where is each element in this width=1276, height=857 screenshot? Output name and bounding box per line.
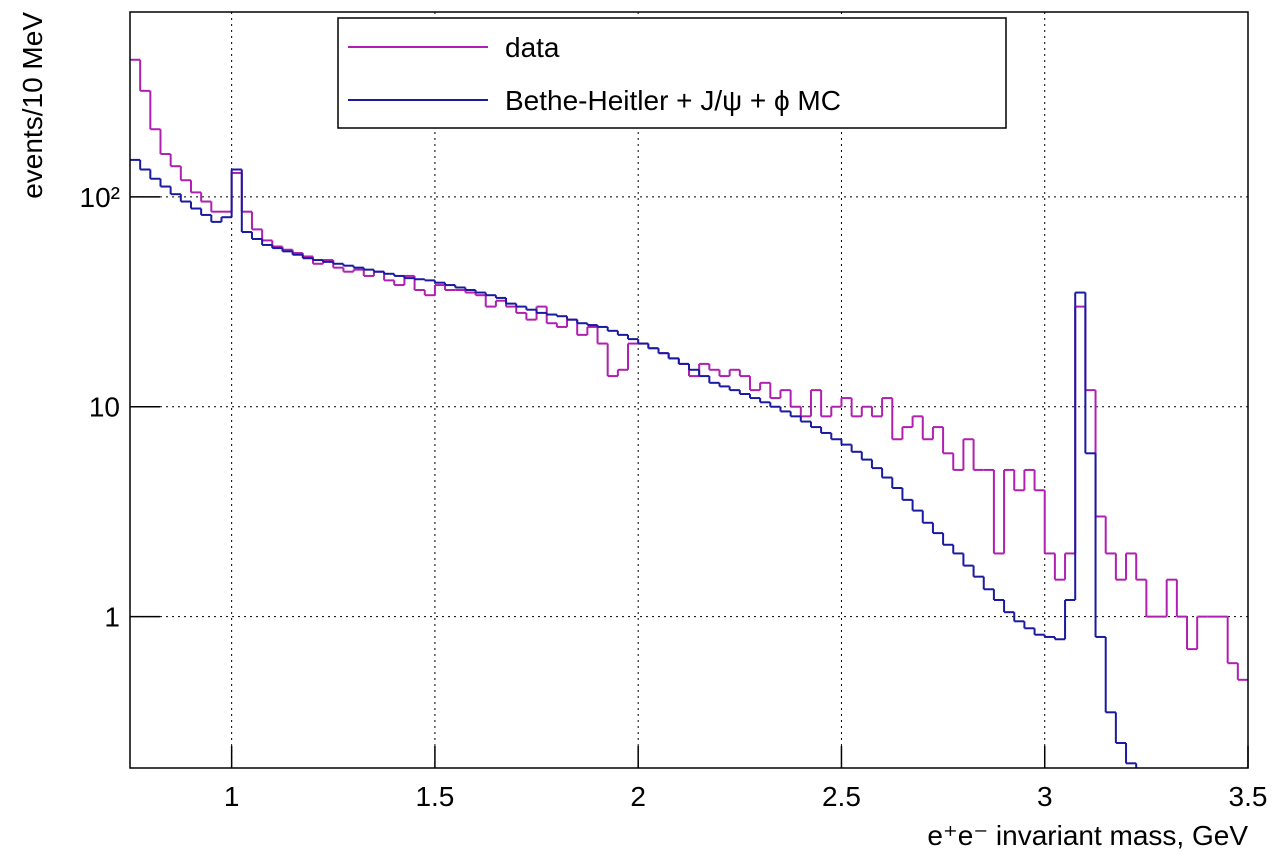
x-tick-label: 1.5	[415, 781, 454, 812]
y-axis-title: events/10 MeV	[17, 12, 48, 199]
x-axis-title: e⁺e⁻ invariant mass, GeV	[927, 820, 1248, 851]
x-tick-label: 2	[630, 781, 646, 812]
plot-area	[130, 58, 1248, 768]
x-tick-label: 2.5	[822, 781, 861, 812]
x-tick-label: 3.5	[1229, 781, 1268, 812]
legend-box	[337, 17, 1007, 129]
axes: 1 1.5 2 2.5 3 3.5 1 10 10²	[80, 182, 1268, 812]
x-tick-label: 3	[1037, 781, 1053, 812]
legend-label: data	[505, 32, 560, 63]
y-tick-label: 10	[89, 392, 120, 423]
x-tick-label: 1	[224, 781, 240, 812]
frame	[129, 11, 1249, 769]
y-tick-label: 10²	[80, 182, 120, 213]
legend-label: Bethe-Heitler + J/ψ + ϕ MC	[505, 85, 841, 116]
y-tick-label: 1	[104, 602, 120, 633]
legend: data Bethe-Heitler + J/ψ + ϕ MC	[337, 17, 1007, 129]
